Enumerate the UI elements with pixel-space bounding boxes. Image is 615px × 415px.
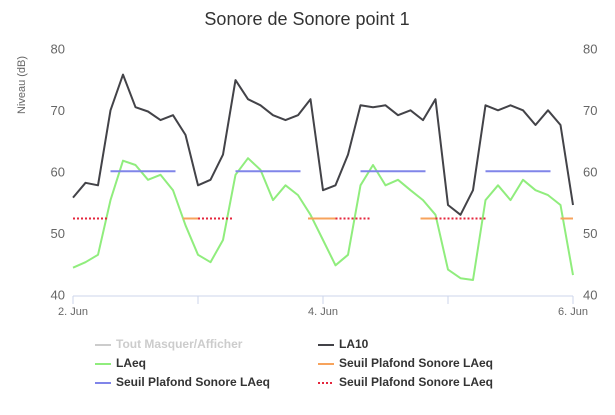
y2-tick-label: 80 [583,41,597,56]
chart-title: Sonore de Sonore point 1 [204,9,409,29]
y2-tick-label: 60 [583,164,597,179]
x-tick-label: 6. Jun [558,306,588,318]
y2-tick-label: 70 [583,103,597,118]
legend-item[interactable]: Seuil Plafond Sonore LAeq [339,356,493,370]
series-line [72,157,574,281]
y-tick-label: 80 [51,41,65,56]
x-tick-label: 2. Jun [58,306,88,318]
series-line [72,73,574,216]
legend-item[interactable]: Seuil Plafond Sonore LAeq [116,375,270,389]
legend-item[interactable]: LAeq [116,356,146,370]
y2-tick-label: 50 [583,226,597,241]
legend-toggle[interactable]: Tout Masquer/Afficher [116,337,243,351]
x-tick-label: 4. Jun [308,306,338,318]
y-axis-title: Niveau (dB) [16,56,28,114]
legend-item[interactable]: LA10 [339,337,369,351]
legend-item[interactable]: Seuil Plafond Sonore LAeq [339,375,493,389]
y2-tick-label: 40 [583,287,597,302]
y-tick-label: 60 [51,164,65,179]
y-tick-label: 50 [51,226,65,241]
y-tick-label: 40 [51,287,65,302]
y-tick-label: 70 [51,103,65,118]
